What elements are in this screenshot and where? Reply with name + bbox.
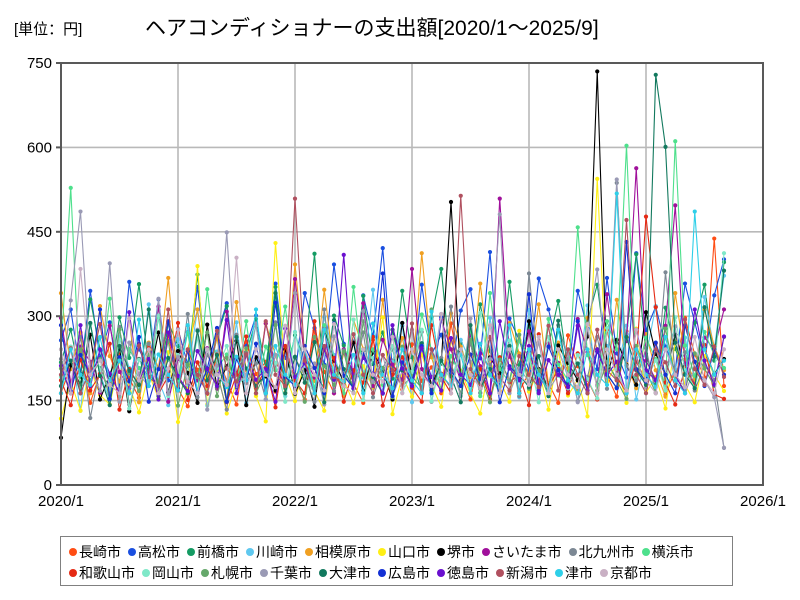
legend-label: 山口市 [388, 543, 430, 560]
series-18 [58, 191, 727, 396]
legend-item-北九州市[interactable]: 北九州市 [568, 543, 635, 560]
legend-item-さいたま市[interactable]: さいたま市 [482, 545, 562, 559]
legend-label: 川崎市 [256, 543, 298, 560]
legend-row-2: 和歌山市 岡山市 札幌市 千葉市 大津市 広島市 徳島市 新潟市 津市 京都市 [69, 562, 726, 583]
legend-item-津市[interactable]: 津市 [555, 566, 593, 580]
legend-marker-icon [378, 568, 386, 577]
legend-label: 高松市 [138, 543, 180, 560]
x-axis-tick-label: 2021/1 [155, 493, 201, 510]
legend-item-高松市[interactable]: 高松市 [128, 545, 180, 559]
y-axis-tick-label: 600 [27, 139, 52, 156]
series-group [58, 69, 727, 450]
legend-marker-icon [482, 547, 490, 556]
legend-marker-icon [69, 547, 77, 556]
legend-marker-icon [555, 568, 563, 577]
legend-marker-icon [378, 547, 386, 556]
legend-label: 大津市 [329, 564, 371, 581]
legend-label: 和歌山市 [79, 564, 135, 581]
legend-item-和歌山市[interactable]: 和歌山市 [69, 566, 135, 580]
legend-label: 新潟市 [506, 564, 548, 581]
legend-marker-icon [142, 568, 150, 577]
legend-item-前橋市[interactable]: 前橋市 [187, 545, 239, 559]
legend-marker-icon [319, 568, 327, 577]
legend-label: 津市 [565, 564, 593, 581]
legend-label: 横浜市 [651, 543, 694, 560]
legend-marker-icon [69, 568, 77, 577]
legend-label: 京都市 [610, 564, 652, 581]
legend-item-新潟市[interactable]: 新潟市 [496, 566, 548, 580]
legend-label: 北九州市 [578, 543, 635, 560]
legend-label: 徳島市 [447, 564, 489, 581]
legend-item-相模原市[interactable]: 相模原市 [305, 545, 371, 559]
y-axis-tick-label: 450 [27, 224, 52, 241]
legend-label: 堺市 [447, 543, 475, 560]
y-axis-tick-label: 300 [27, 308, 52, 325]
x-axis-tick-label: 2022/1 [272, 493, 318, 510]
chart-title: ヘアコンディショナーの支出額[2020/1～2025/9] [145, 17, 599, 40]
y-axis-tick-label: 150 [27, 393, 52, 410]
legend-marker-icon [437, 547, 445, 556]
x-axis-tick-label: 2024/1 [506, 493, 552, 510]
legend-label: 千葉市 [270, 564, 312, 581]
legend-marker-icon [128, 547, 136, 556]
legend-marker-icon [641, 547, 650, 556]
legend-item-徳島市[interactable]: 徳島市 [437, 566, 489, 580]
x-axis-tick-label: 2025/1 [623, 493, 669, 510]
legend-label: 岡山市 [152, 564, 194, 581]
y-axis-tick-label: 0 [44, 477, 52, 494]
legend: 長崎市 高松市 前橋市 川崎市 相模原市 山口市 堺市 さいたま市 北九州市 横浜市 和歌山市 岡山市… [60, 536, 733, 586]
legend-marker-icon [600, 568, 608, 577]
legend-marker-icon [437, 568, 445, 577]
legend-marker-icon [305, 547, 313, 556]
x-axis-tick-label: 2026/1 [740, 493, 786, 510]
legend-label: 前橋市 [197, 543, 239, 560]
legend-marker-icon [246, 547, 254, 556]
legend-label: 相模原市 [315, 543, 371, 560]
legend-label: さいたま市 [492, 543, 562, 560]
unit-label: [単位：円] [14, 21, 83, 38]
legend-item-千葉市[interactable]: 千葉市 [260, 566, 312, 580]
legend-item-川崎市[interactable]: 川崎市 [246, 545, 298, 559]
legend-item-山口市[interactable]: 山口市 [378, 545, 430, 559]
legend-label: 札幌市 [211, 564, 253, 581]
series-19 [58, 255, 727, 396]
legend-item-堺市[interactable]: 堺市 [437, 545, 475, 559]
y-axis-tick-label: 750 [27, 55, 52, 72]
legend-item-大津市[interactable]: 大津市 [319, 566, 371, 580]
legend-marker-icon [496, 568, 504, 577]
legend-item-京都市[interactable]: 京都市 [600, 566, 652, 580]
x-axis-tick-label: 2023/1 [389, 493, 435, 510]
legend-item-広島市[interactable]: 広島市 [378, 566, 430, 580]
legend-item-横浜市[interactable]: 横浜市 [641, 543, 694, 560]
legend-item-長崎市[interactable]: 長崎市 [69, 545, 121, 559]
legend-row-1: 長崎市 高松市 前橋市 川崎市 相模原市 山口市 堺市 さいたま市 北九州市 横浜市 [69, 541, 726, 562]
legend-marker-icon [201, 568, 209, 577]
x-axis-tick-label: 2020/1 [38, 493, 84, 510]
legend-label: 長崎市 [79, 543, 121, 560]
legend-item-札幌市[interactable]: 札幌市 [201, 566, 253, 580]
legend-marker-icon [187, 547, 195, 556]
legend-marker-icon [568, 547, 577, 556]
legend-label: 広島市 [388, 564, 430, 581]
legend-marker-icon [260, 568, 268, 577]
legend-item-岡山市[interactable]: 岡山市 [142, 566, 194, 580]
